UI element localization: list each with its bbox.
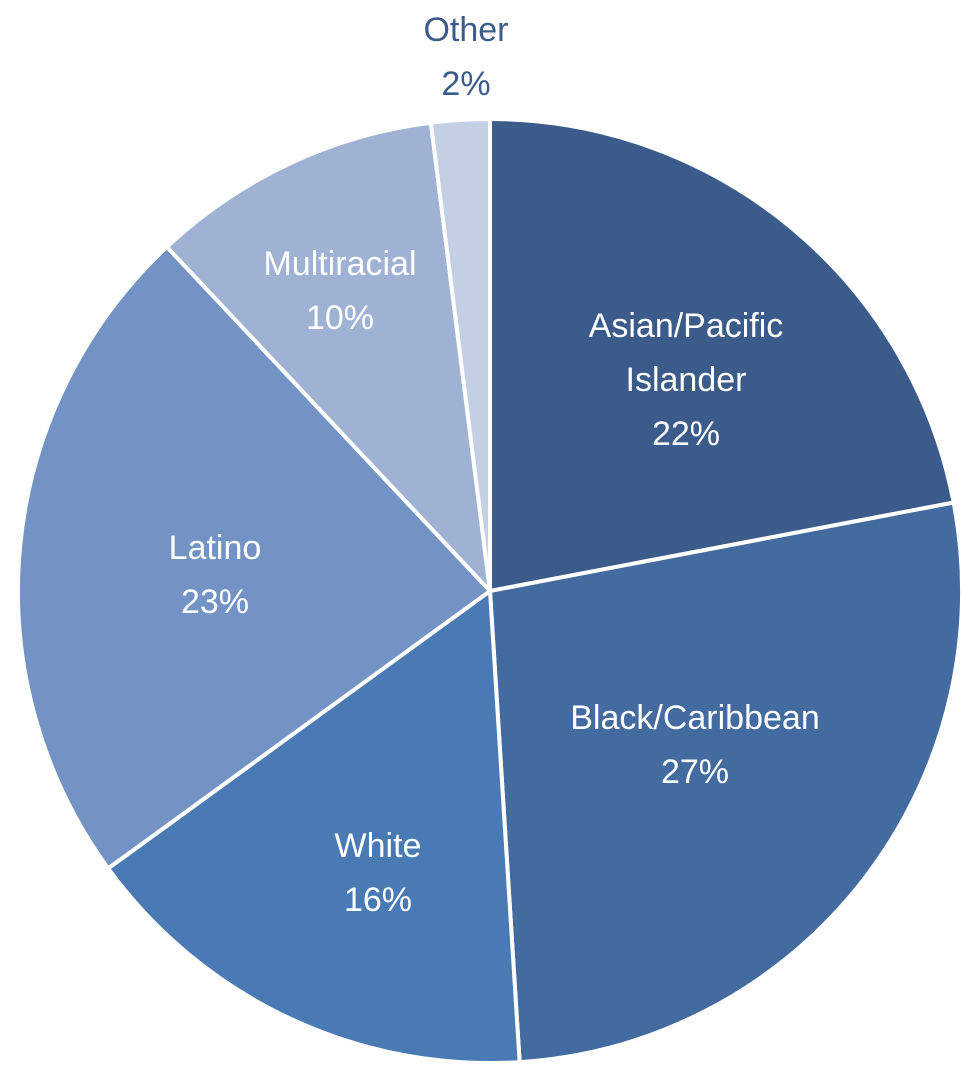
slice-name-label: Other (423, 11, 508, 49)
slice-label-asian-pacific-islander: Asian/Pacific Islander 22% (589, 307, 784, 453)
pie-labels: Asian/Pacific Islander 22% Black/Caribbean 2… (169, 11, 820, 919)
slice-percent-label: 2% (441, 65, 490, 103)
slice-percent-label: 23% (181, 583, 249, 621)
slice-name-label: Latino (169, 529, 262, 567)
slice-label-latino: Latino 23% (169, 529, 262, 621)
pie-slice-other (428, 117, 492, 593)
pie-slice-asian-pacific-islander (488, 117, 956, 593)
slice-percent-label: 22% (652, 415, 720, 453)
slice-percent-label: 27% (661, 753, 729, 791)
slice-label-white: White 16% (335, 827, 422, 919)
slice-name-label: White (335, 827, 422, 865)
pie-slice-multiracial (164, 120, 492, 593)
pie-slice-white (106, 589, 522, 1065)
slice-label-black-caribbean: Black/Caribbean 27% (570, 699, 819, 791)
slice-label-multiracial: Multiracial 10% (263, 245, 416, 337)
slice-label-other: Other 2% (423, 11, 508, 103)
pie-slice-black-caribbean (488, 500, 964, 1065)
slice-percent-label: 10% (306, 299, 374, 337)
slice-name-label: Asian/Pacific (589, 307, 784, 345)
slice-name-label: Multiracial (263, 245, 416, 283)
pie-slices (16, 117, 964, 1065)
pie-slice-latino (16, 244, 492, 871)
slice-name-label: Islander (626, 361, 747, 399)
slice-percent-label: 16% (344, 881, 412, 919)
slice-name-label: Black/Caribbean (570, 699, 819, 737)
